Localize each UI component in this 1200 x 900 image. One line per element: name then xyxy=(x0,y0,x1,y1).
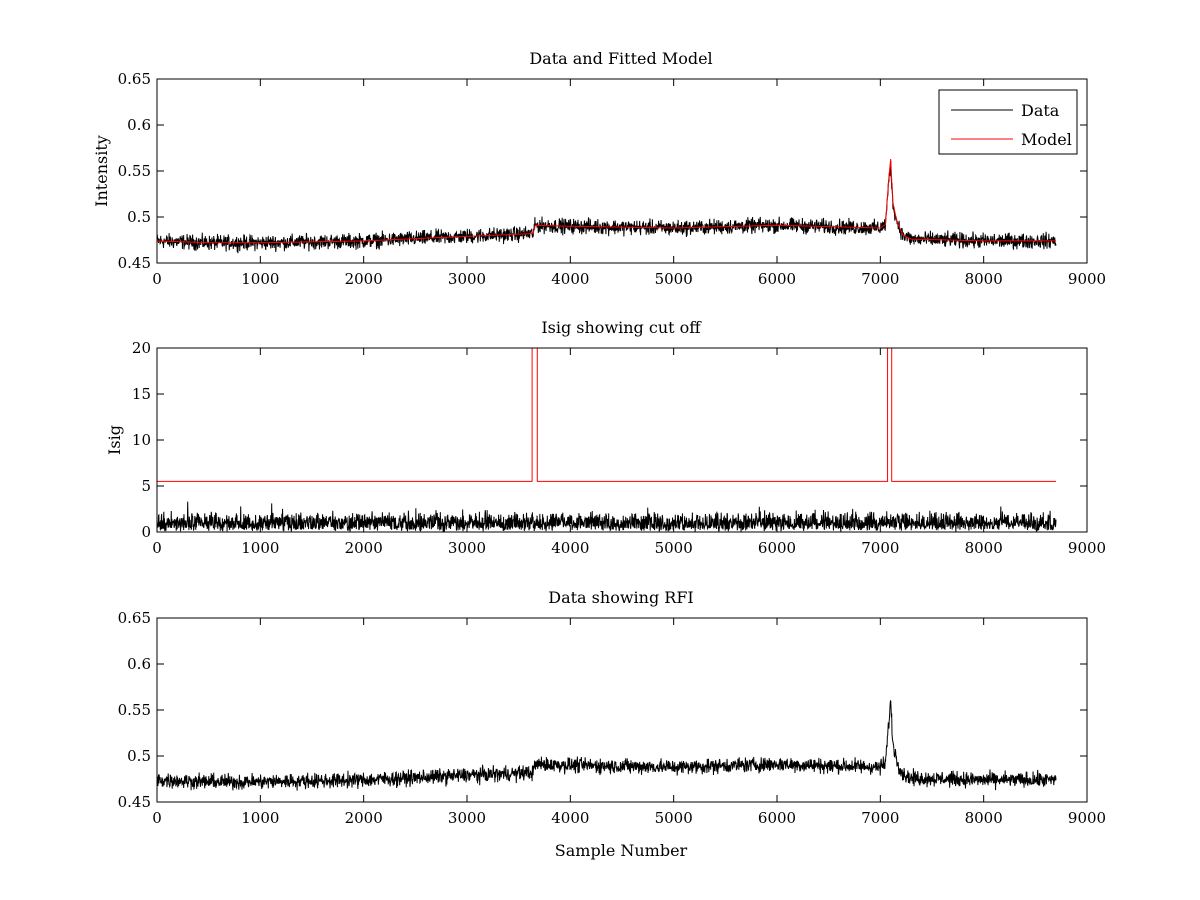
panel-1-xtick-label: 5000 xyxy=(655,270,693,288)
panel-1-xtick-label: 3000 xyxy=(448,270,486,288)
panel-1-legend: Data Model xyxy=(938,89,1078,155)
panel-3-xtick-label: 3000 xyxy=(448,809,486,827)
panel-1-ytick-label: 0.5 xyxy=(127,208,151,226)
panel-1-ylabel: Intensity xyxy=(92,135,111,207)
panel-3-xtick-label: 2000 xyxy=(345,809,383,827)
panel-1-ytick-label: 0.45 xyxy=(118,254,151,272)
panel-2-xtick-label: 1000 xyxy=(241,539,279,557)
panel-2-series-2-line xyxy=(157,348,1056,482)
panel-2-ylabel: Isig xyxy=(105,425,124,455)
panel-3-xtick-label: 6000 xyxy=(758,809,796,827)
panel-1-xtick-label: 9000 xyxy=(1068,270,1106,288)
legend-box xyxy=(938,89,1078,155)
panel-3-xtick-label: 1000 xyxy=(241,809,279,827)
panel-3-xtick-label: 7000 xyxy=(861,809,899,827)
panel-3-title: Data showing RFI xyxy=(548,588,693,607)
panel-2-ytick-label: 15 xyxy=(132,385,151,403)
panel-3-xtick-label: 9000 xyxy=(1068,809,1106,827)
panel-3-xlabel: Sample Number xyxy=(555,841,688,860)
panel-3-ytick-label: 0.5 xyxy=(127,747,151,765)
panel-2-xtick-label: 6000 xyxy=(758,539,796,557)
panel-3-xtick-label: 0 xyxy=(152,809,162,827)
panel-2-xtick-label: 3000 xyxy=(448,539,486,557)
panel-3-series-1-line xyxy=(157,699,1057,791)
panel-1-xtick-label: 6000 xyxy=(758,270,796,288)
panel-2-title: Isig showing cut off xyxy=(541,318,702,337)
panel-3-xtick-label: 5000 xyxy=(655,809,693,827)
panel-3-ytick-label: 0.6 xyxy=(127,655,151,673)
panel-1-ytick-label: 0.6 xyxy=(127,116,151,134)
panel-2-series-1-line xyxy=(157,501,1057,532)
panel-2-xtick-label: 2000 xyxy=(345,539,383,557)
panel-3-ytick-label: 0.55 xyxy=(118,701,151,719)
panel-2-ytick-label: 20 xyxy=(132,339,151,357)
panel-1-xtick-label: 2000 xyxy=(345,270,383,288)
panel-2-ytick-label: 5 xyxy=(141,477,151,495)
panel-3-ytick-label: 0.65 xyxy=(118,609,151,627)
panel-2-ytick-label: 0 xyxy=(141,523,151,541)
panel-1-plot-area: 0 1000 2000 3000 4000 5000 6000 7000 8000 9000 0.4… xyxy=(118,70,1107,288)
panel-1-ytick-label: 0.65 xyxy=(118,70,151,88)
panel-1-ytick-label: 0.55 xyxy=(118,162,151,180)
panel-2: Isig showing cut off Isig 0 1000 2000 3000 4… xyxy=(105,318,1106,557)
panel-3-xtick-label: 4000 xyxy=(551,809,589,827)
panel-1-title: Data and Fitted Model xyxy=(529,49,712,68)
panel-1-series-model-line xyxy=(157,158,1056,244)
panel-2-xtick-label: 7000 xyxy=(861,539,899,557)
panel-2-plot-area: 0 1000 2000 3000 4000 5000 6000 7000 8000 9000 0 5 1… xyxy=(132,339,1106,557)
panel-3: Data showing RFI Sample Number 0 1000 2000… xyxy=(118,588,1107,860)
panel-2-xtick-label: 5000 xyxy=(655,539,693,557)
panel-1-xtick-label: 8000 xyxy=(965,270,1003,288)
panel-1-xtick-label: 4000 xyxy=(551,270,589,288)
panel-1: Data and Fitted Model Intensity 0 1000 200… xyxy=(92,49,1106,288)
panel-3-plot-area: 0 1000 2000 3000 4000 5000 6000 7000 8000 9000 0.4… xyxy=(118,609,1107,827)
panel-2-xtick-label: 0 xyxy=(152,539,162,557)
panel-2-xtick-label: 4000 xyxy=(551,539,589,557)
panel-3-xtick-label: 8000 xyxy=(965,809,1003,827)
panel-3-ytick-label: 0.45 xyxy=(118,793,151,811)
panel-1-xtick-label: 1000 xyxy=(241,270,279,288)
legend-model-label: Model xyxy=(1021,130,1072,149)
panel-2-xtick-label: 8000 xyxy=(965,539,1003,557)
panel-1-xtick-label: 0 xyxy=(152,270,162,288)
panel-2-xtick-label: 9000 xyxy=(1068,539,1106,557)
legend-data-label: Data xyxy=(1021,101,1060,120)
panel-2-ytick-label: 10 xyxy=(132,431,151,449)
panel-1-xtick-label: 7000 xyxy=(861,270,899,288)
